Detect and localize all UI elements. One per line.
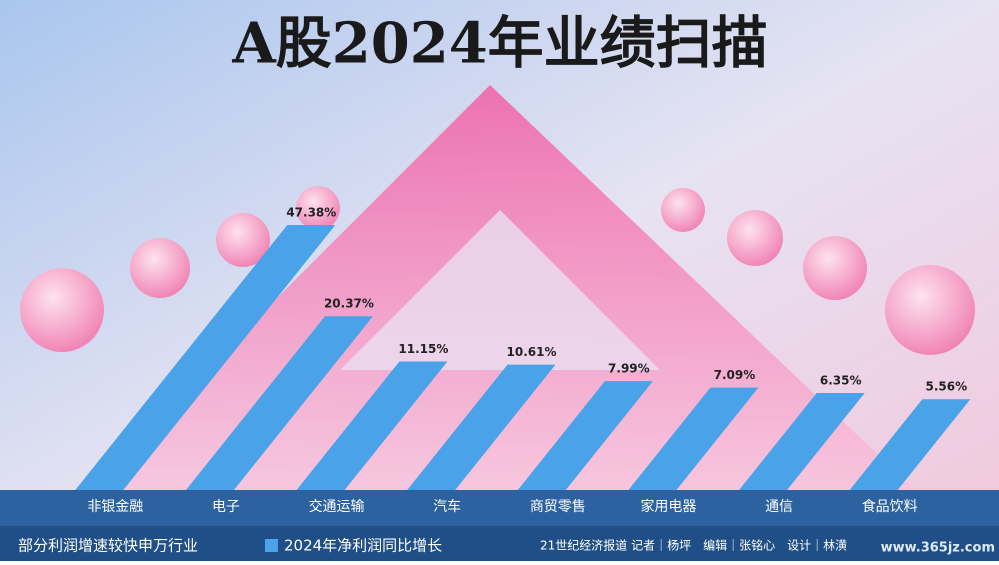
bar [628, 387, 759, 490]
value-label: 11.15% [398, 342, 448, 356]
value-label: 47.38% [286, 206, 336, 220]
value-label: 7.09% [714, 368, 756, 382]
x-tick-label: 食品饮料 [862, 498, 918, 515]
value-label: 7.99% [608, 362, 650, 376]
x-tick-label: 商贸零售 [530, 499, 586, 515]
chart-title: A股2024年业绩扫描 [231, 11, 767, 77]
bar [517, 381, 653, 490]
x-tick-label: 交通运输 [309, 498, 365, 515]
watermark: www.365jz.com [881, 541, 995, 556]
value-label: 10.61% [507, 345, 557, 359]
x-tick-label: 家用电器 [640, 498, 696, 515]
bar [296, 361, 448, 490]
bar [407, 364, 556, 490]
value-label: 20.37% [324, 297, 374, 311]
legend-swatch [265, 539, 278, 552]
value-label: 6.35% [820, 373, 862, 387]
category-band [0, 490, 999, 526]
pyramid-inner [340, 210, 660, 370]
x-tick-label: 非银金融 [87, 499, 143, 515]
subtitle: 部分利润增速较快申万行业 [18, 537, 198, 555]
x-tick-label: 汽车 [433, 498, 461, 515]
value-label: 5.56% [925, 380, 967, 394]
bar [739, 392, 865, 490]
x-tick-label: 通信 [765, 499, 793, 515]
bar [849, 399, 971, 490]
icons [20, 186, 975, 355]
bar [75, 225, 336, 490]
legend-label: 2024年净利润同比增长 [284, 537, 442, 555]
x-tick-label: 电子 [212, 499, 240, 515]
footer-band [0, 526, 999, 561]
bar [185, 316, 373, 490]
credit: 21世纪经济报道 记者｜杨坪 编辑｜张铭心 设计｜林潢 [540, 538, 847, 553]
